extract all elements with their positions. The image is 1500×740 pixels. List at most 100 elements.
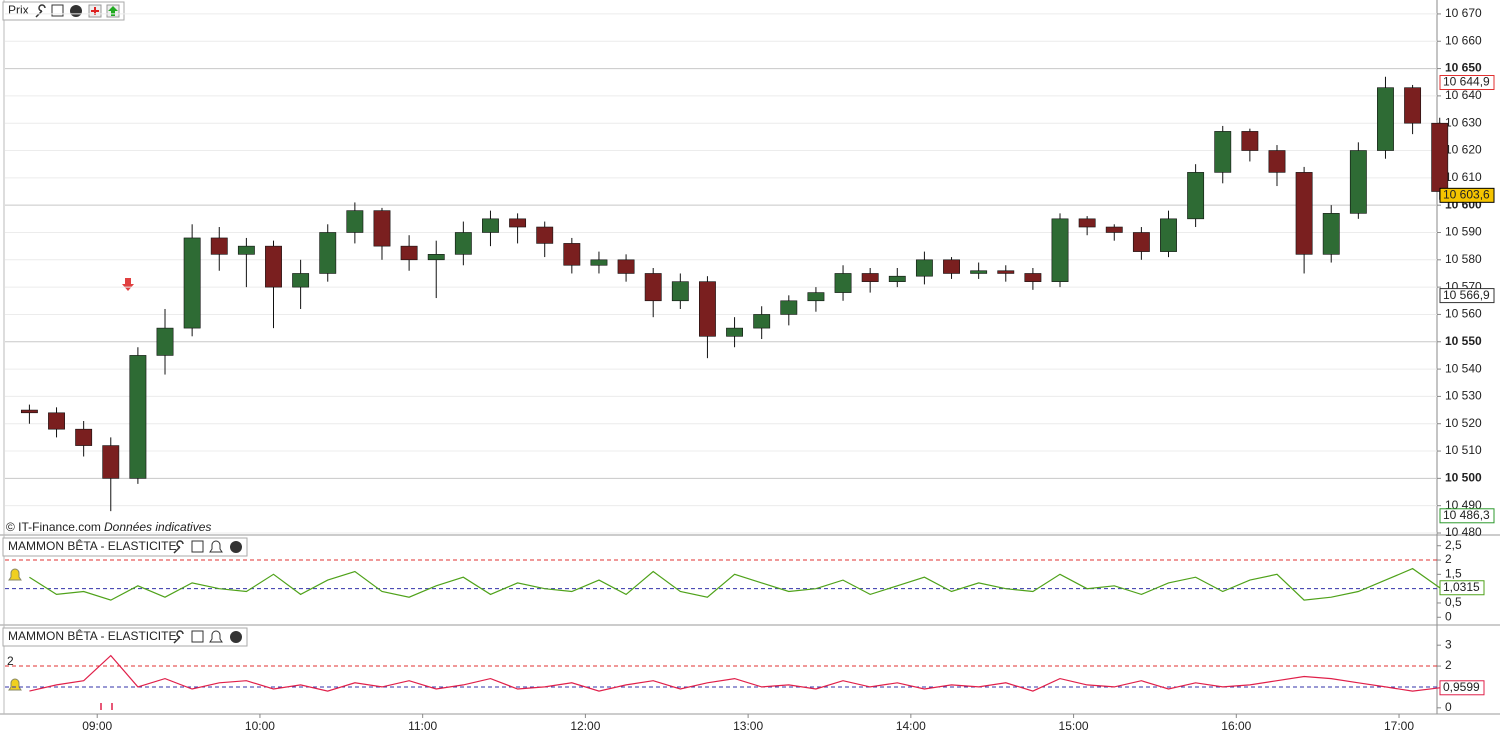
candle-body: [509, 218, 527, 228]
y-tick-label: 10 550: [1445, 334, 1482, 348]
window-icon[interactable]: [51, 4, 64, 17]
price-label: 10 566,9: [1443, 288, 1490, 302]
price-label: 10 603,6: [1443, 188, 1490, 202]
candle-body: [915, 259, 933, 277]
candle-body: [726, 327, 743, 337]
candle-body: [156, 327, 174, 356]
candle-body: [400, 245, 418, 261]
price-label-box: [1439, 508, 1495, 524]
y-tick-label: 2: [1445, 658, 1452, 672]
panel-title: Prix: [8, 3, 29, 17]
candle-body: [699, 281, 716, 337]
price-label: 10 486,3: [1443, 508, 1490, 522]
window-icon[interactable]: [191, 540, 204, 553]
y-tick-label: 0: [1445, 700, 1452, 714]
price-label-box: [1439, 187, 1495, 203]
y-tick-label: 10 510: [1445, 443, 1482, 457]
candle-body: [943, 259, 960, 274]
level-label: 2: [7, 654, 14, 668]
candle-body: [427, 254, 445, 261]
x-tick-label: 14:00: [896, 719, 926, 733]
x-tick-label: 11:00: [408, 719, 437, 733]
candle-body: [1404, 87, 1422, 124]
candle-body: [319, 232, 337, 274]
y-tick-label: 0: [1445, 609, 1452, 623]
y-tick-label: 10 660: [1445, 33, 1482, 47]
indicator-header: MAMMON BÊTA - ELASTICITE: [2, 627, 248, 647]
candle-body: [1078, 218, 1096, 228]
header-box: [2, 537, 248, 557]
candle-body: [780, 300, 798, 315]
candle-body: [1051, 218, 1069, 282]
note: Données indicatives: [104, 520, 211, 534]
last-value-label: 0,9599: [1443, 680, 1480, 694]
y-tick-label: 3: [1445, 637, 1452, 651]
up-icon-mark: [108, 6, 118, 16]
candle-body: [1241, 131, 1259, 151]
candle-body: [183, 237, 201, 329]
y-tick-label: 10 520: [1445, 416, 1482, 430]
close-icon[interactable]: [230, 541, 242, 553]
y-tick-label: 10 650: [1445, 61, 1482, 75]
candle-body: [1024, 273, 1042, 282]
candle-body: [373, 210, 391, 247]
alert-bell: [8, 568, 22, 581]
last-value-label: 1,0315: [1443, 580, 1480, 594]
price-label-box: [1439, 288, 1495, 304]
signal-arrow: [122, 278, 134, 291]
header-box: [2, 627, 248, 647]
last-value-box: [1439, 580, 1485, 596]
y-tick-label: 10 610: [1445, 170, 1482, 184]
y-tick-label: 1,5: [1445, 567, 1462, 581]
y-tick-label: 10 670: [1445, 6, 1482, 20]
source: © IT-Finance.com: [6, 520, 101, 534]
close-icon[interactable]: [230, 631, 242, 643]
candle-body: [482, 218, 499, 233]
price-header: Prix: [2, 1, 125, 21]
y-tick-label: 10 590: [1445, 225, 1482, 239]
alert-icon[interactable]: [209, 630, 223, 643]
y-tick-label: 10 500: [1445, 471, 1482, 485]
candle-body: [346, 210, 364, 233]
x-tick-label: 10:00: [245, 719, 275, 733]
y-tick-label: 10 560: [1445, 307, 1482, 321]
candle-body: [129, 355, 147, 479]
candle-body: [292, 273, 310, 288]
candle-body: [970, 270, 988, 274]
last-value-box: [1439, 680, 1485, 696]
candle-body: [454, 232, 472, 255]
candle-body: [1132, 232, 1150, 252]
window-icon[interactable]: [191, 630, 204, 643]
y-tick-label: 10 620: [1445, 143, 1482, 157]
candle-body: [237, 245, 255, 255]
candle-body: [997, 270, 1015, 274]
signal-ticks: [100, 703, 113, 710]
settings-icon[interactable]: [173, 630, 184, 644]
candle-body: [102, 445, 120, 479]
price-label: 10 644,9: [1443, 75, 1490, 89]
candle-body: [75, 428, 93, 446]
y-tick-label: 2: [1445, 552, 1452, 566]
candle-body: [888, 275, 906, 282]
candle-body: [671, 281, 689, 302]
x-tick-label: 15:00: [1059, 719, 1089, 733]
panel-title: MAMMON BÊTA - ELASTICITE: [8, 538, 176, 553]
close-icon[interactable]: [70, 5, 82, 17]
alert-icon[interactable]: [209, 540, 223, 553]
indicator-header: MAMMON BÊTA - ELASTICITE: [2, 537, 248, 557]
x-tick-label: 17:00: [1384, 719, 1414, 733]
settings-icon[interactable]: [173, 540, 184, 554]
candle-body: [265, 245, 282, 288]
x-tick-label: 12:00: [570, 719, 600, 733]
indicator-line: [29, 567, 1441, 601]
candle-body: [1214, 131, 1232, 173]
candle-body: [20, 409, 38, 414]
candle-body: [536, 226, 554, 244]
candle-body: [807, 292, 825, 302]
candle-body: [1377, 87, 1394, 151]
candle-body: [617, 259, 635, 274]
candle-body: [1295, 172, 1313, 255]
x-tick-label: 16:00: [1221, 719, 1251, 733]
y-tick-label: 10 580: [1445, 252, 1482, 266]
